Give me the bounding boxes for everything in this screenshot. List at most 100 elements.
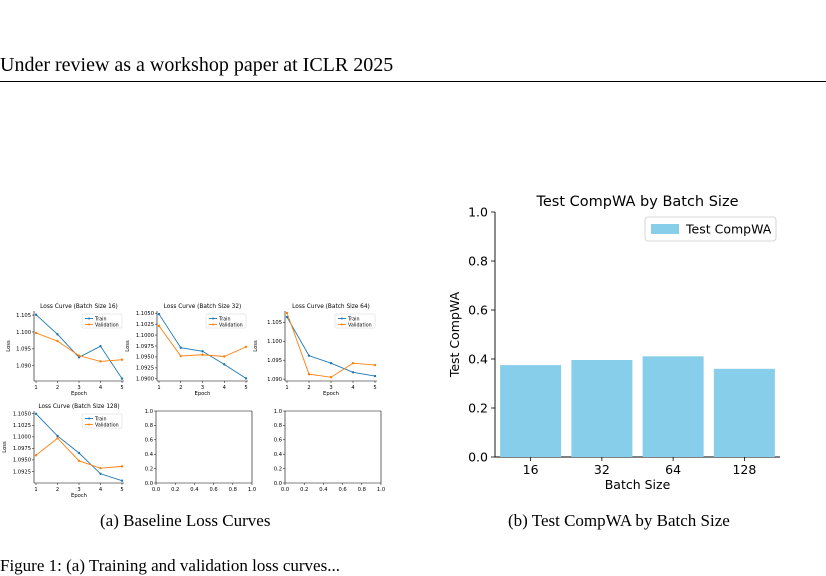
page-header: Under review as a workshop paper at ICLR… (0, 54, 394, 76)
x-tick-label: 1 (285, 385, 288, 391)
legend-marker (212, 323, 214, 326)
x-tick-label: 1.0 (377, 487, 385, 493)
test-compwa-bar-chart: Test CompWA by Batch Size 0.0 0.2 0.4 0.6 0.8… (447, 194, 780, 492)
x-tick-label: 5 (373, 385, 376, 391)
series-point (179, 354, 182, 358)
legend-label: Test CompWA (685, 222, 772, 237)
x-tick-label: 3 (77, 487, 80, 493)
y-tick-label: 1.090 (16, 364, 31, 370)
loss-subplot-3: Loss Curve (Batch Size 64) 1 2 3 4 5 1.090 1.09… (253, 304, 377, 397)
series-point (373, 363, 377, 367)
y-tick-label: 0.8 (468, 254, 488, 269)
y-tick-label: 1.1025 (13, 423, 31, 429)
series-point (307, 354, 311, 357)
x-tick-label: 0.6 (338, 487, 346, 493)
x-tick-label: 0.2 (171, 487, 179, 493)
y-tick-label: 1.095 (16, 347, 31, 353)
y-tick-label: 1.1000 (136, 333, 154, 339)
series-point (56, 437, 59, 440)
y-tick-label: 0.2 (274, 466, 282, 472)
series-point (157, 324, 161, 328)
x-tick-label: 1.0 (248, 487, 256, 493)
baseline-loss-curves-figure: Loss Curve (Batch Size 16) 1 2 3 4 5 1.090 1.09… (2, 304, 385, 499)
series-point (285, 315, 289, 319)
header-rule (0, 81, 826, 82)
x-tick-label: 4 (99, 385, 103, 391)
series-point (77, 459, 81, 463)
legend-label: Train (94, 316, 107, 322)
series-point (285, 311, 289, 315)
legend-swatch (651, 224, 679, 234)
x-tick-label: 4 (99, 487, 103, 493)
y-tick-label: 1.0950 (136, 355, 154, 361)
bar-128 (713, 368, 775, 457)
series-point (120, 358, 124, 361)
x-tick-label: 3 (77, 385, 80, 391)
series-point (56, 339, 59, 343)
legend-marker (88, 423, 90, 426)
series-point (99, 472, 102, 475)
caption-a: (a) Baseline Loss Curves (100, 511, 271, 530)
x-axis-label: Batch Size (605, 477, 671, 492)
legend-label: Validation (95, 422, 119, 428)
legend-box (644, 216, 777, 242)
y-tick-label: 1.0900 (136, 377, 154, 383)
subplot-title: Loss Curve (Batch Size 16) (40, 304, 118, 310)
x-axis-label: Epoch (71, 391, 87, 397)
series-point (157, 312, 161, 316)
y-tick-label: 1.0 (468, 205, 488, 220)
y-tick-label: 0.6 (145, 438, 153, 444)
legend-label: Validation (219, 322, 243, 328)
x-tick-label: 2 (56, 385, 59, 391)
y-axis-label: Test CompWA (447, 291, 462, 378)
x-tick-label: 1 (34, 385, 37, 391)
series-point (99, 360, 102, 363)
legend-marker (341, 323, 343, 326)
loss-subplot-4: Loss Curve (Batch Size 128) 1 2 3 4 5 1.0925 1.… (2, 404, 124, 499)
series-point (244, 377, 248, 380)
y-tick-label: 0.8 (145, 423, 153, 429)
y-tick-label: 0.6 (468, 303, 488, 318)
bar-16 (500, 365, 562, 457)
y-tick-label: 1.0950 (13, 458, 31, 464)
figure-caption-text: Figure 1: (a) Training and validation lo… (0, 556, 340, 575)
x-tick-label: 0.8 (229, 487, 237, 493)
legend-marker (212, 317, 214, 320)
series-point (99, 467, 102, 470)
x-tick-label: 2 (56, 487, 59, 493)
series-point (223, 363, 226, 366)
legend-label: Validation (95, 322, 119, 328)
x-axis-label: Epoch (323, 391, 339, 397)
chart-title: Test CompWA by Batch Size (535, 194, 738, 210)
y-tick-label: 1.1050 (136, 311, 154, 317)
x-tick-label: 16 (523, 462, 539, 477)
x-axis-label: Epoch (195, 391, 211, 397)
y-tick-label: 0.0 (145, 481, 153, 487)
series-point (223, 355, 226, 358)
loss-subplot-2: Loss Curve (Batch Size 32) 1 2 3 4 5 1.0900 1.0… (125, 304, 248, 397)
x-tick-label: 1 (34, 487, 37, 493)
y-axis-label: Loss (253, 340, 259, 352)
x-tick-label: 0.0 (152, 487, 160, 493)
legend-label: Train (218, 316, 231, 322)
series-point (77, 354, 81, 357)
series-point (34, 331, 38, 335)
series-point (34, 454, 38, 457)
legend-marker (88, 317, 90, 320)
x-tick-label: 3 (329, 385, 332, 391)
y-tick-label: 1.100 (16, 330, 31, 336)
y-axis-label: Loss (2, 441, 8, 453)
y-tick-label: 1.090 (267, 377, 282, 383)
series-point (244, 345, 248, 349)
x-tick-label: 4 (351, 385, 355, 391)
legend-marker (88, 417, 90, 420)
y-axis-label: Loss (125, 340, 131, 352)
series-point (56, 333, 59, 336)
y-tick-label: 0.6 (274, 438, 282, 444)
x-tick-label: 1 (157, 385, 160, 391)
x-tick-label: 0.0 (281, 487, 289, 493)
series-point (34, 412, 38, 415)
series-point (351, 362, 355, 365)
x-tick-label: 0.4 (319, 487, 328, 493)
series-point (120, 377, 124, 380)
